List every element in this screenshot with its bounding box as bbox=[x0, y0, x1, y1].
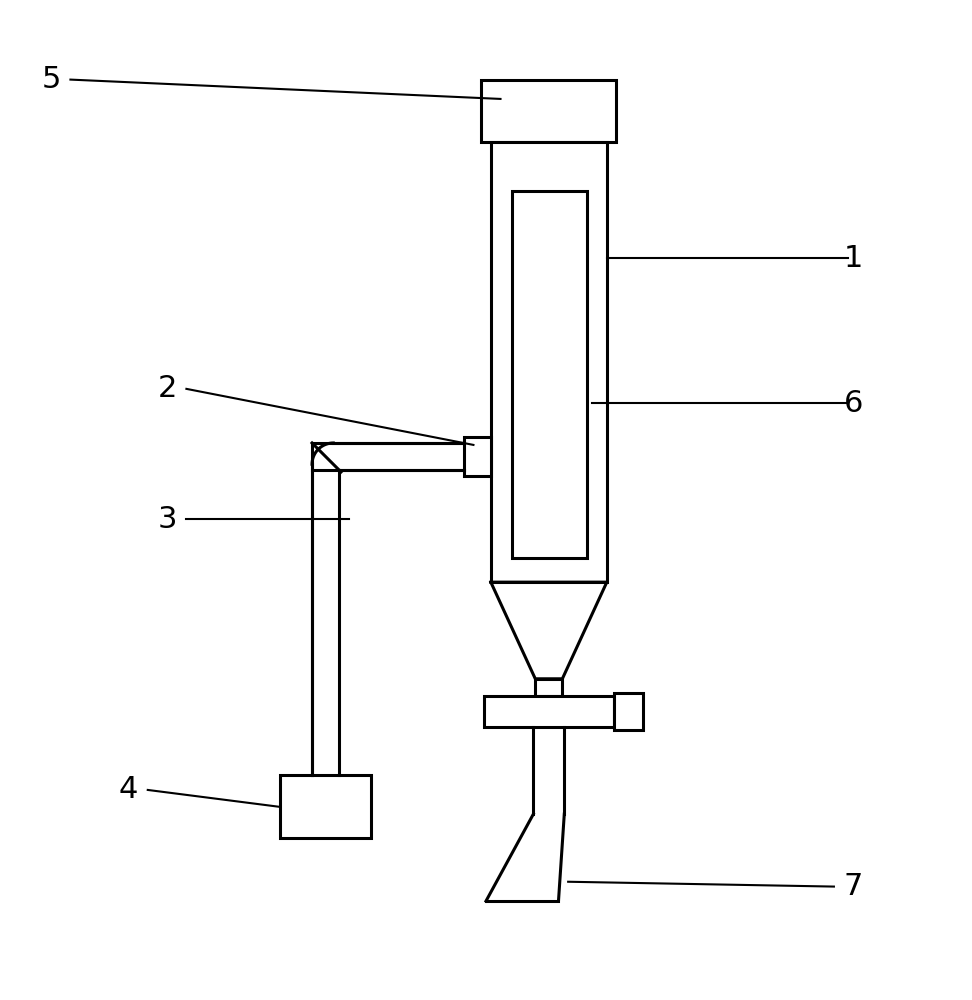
Bar bbox=[491, 142, 607, 582]
Text: 1: 1 bbox=[844, 244, 863, 273]
Text: 7: 7 bbox=[844, 872, 863, 901]
Text: 2: 2 bbox=[157, 374, 177, 403]
Text: 5: 5 bbox=[42, 65, 61, 94]
Text: 3: 3 bbox=[157, 505, 177, 534]
Bar bbox=[536, 679, 563, 696]
Text: 6: 6 bbox=[844, 389, 863, 418]
Bar bbox=[464, 437, 491, 476]
Bar bbox=[280, 775, 371, 838]
Bar bbox=[614, 693, 643, 730]
Bar bbox=[512, 191, 587, 558]
Bar bbox=[484, 696, 614, 727]
FancyBboxPatch shape bbox=[481, 80, 616, 142]
Text: 4: 4 bbox=[119, 775, 138, 804]
